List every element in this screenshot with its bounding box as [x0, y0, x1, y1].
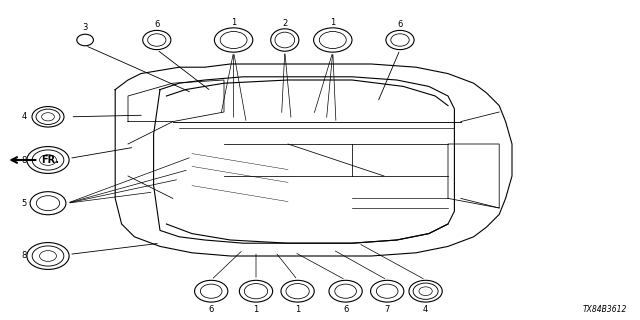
Ellipse shape: [371, 280, 404, 302]
Ellipse shape: [386, 30, 414, 50]
Text: 6: 6: [343, 305, 348, 314]
Ellipse shape: [214, 28, 253, 52]
Text: 6: 6: [154, 20, 159, 29]
Ellipse shape: [409, 280, 442, 302]
Text: 1: 1: [295, 305, 300, 314]
Ellipse shape: [27, 243, 69, 269]
Text: 7: 7: [385, 305, 390, 314]
Ellipse shape: [27, 147, 69, 173]
Ellipse shape: [314, 28, 352, 52]
Text: TX84B3612: TX84B3612: [583, 305, 627, 314]
Text: 4: 4: [22, 112, 27, 121]
Text: 3: 3: [83, 23, 88, 32]
Text: 1: 1: [330, 18, 335, 27]
Ellipse shape: [271, 29, 299, 51]
Ellipse shape: [143, 30, 171, 50]
Ellipse shape: [32, 107, 64, 127]
Text: 5: 5: [22, 199, 27, 208]
Text: FR.: FR.: [42, 155, 60, 165]
Ellipse shape: [30, 192, 66, 215]
Ellipse shape: [239, 280, 273, 302]
Ellipse shape: [195, 280, 228, 302]
Ellipse shape: [77, 34, 93, 46]
Ellipse shape: [281, 280, 314, 302]
Text: 4: 4: [423, 305, 428, 314]
Text: 2: 2: [282, 19, 287, 28]
Text: 8: 8: [22, 252, 27, 260]
Text: 1: 1: [253, 305, 259, 314]
Text: 1: 1: [231, 18, 236, 27]
Text: 6: 6: [397, 20, 403, 29]
Text: 6: 6: [209, 305, 214, 314]
Text: 8: 8: [22, 156, 27, 164]
Ellipse shape: [329, 280, 362, 302]
